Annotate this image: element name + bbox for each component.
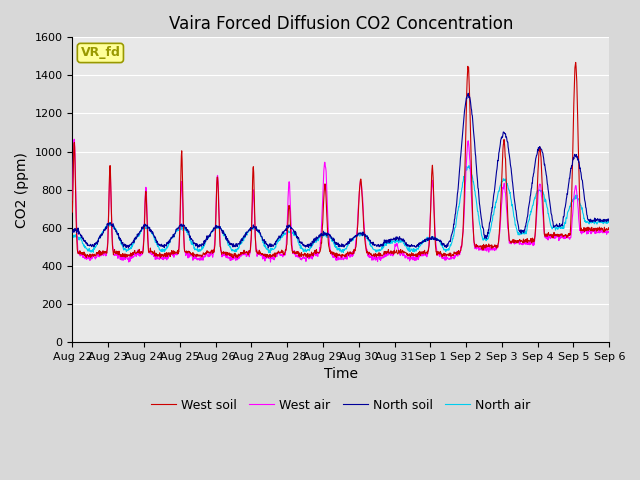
West air [542,235,550,241]
West soil [572,60,579,65]
West soil [542,231,550,237]
North soil [605,217,613,223]
West air [425,244,433,250]
Legend: West soil, West air, North soil, North air: West soil, West air, North soil, North a… [146,394,536,417]
West soil [424,248,432,254]
West air [70,136,78,142]
North air [248,225,256,231]
West soil [188,252,196,257]
West air [175,243,183,249]
North soil [424,237,432,243]
North soil [125,245,132,251]
North air [68,234,76,240]
West soil [495,240,502,246]
Line: West air: West air [72,139,609,262]
North air [266,250,274,256]
Y-axis label: CO2 (ppm): CO2 (ppm) [15,152,29,228]
West soil [605,226,613,232]
West soil [234,255,241,261]
Line: North soil: North soil [72,93,609,248]
North air [605,218,613,224]
North soil [465,90,472,96]
North soil [188,237,196,243]
North air [188,239,196,244]
North soil [248,226,256,231]
Text: VR_fd: VR_fd [81,47,120,60]
Title: Vaira Forced Diffusion CO2 Concentration: Vaira Forced Diffusion CO2 Concentration [168,15,513,33]
West soil [175,249,182,255]
West air [605,229,613,235]
North soil [542,172,550,178]
North soil [495,150,502,156]
North soil [175,224,183,229]
Line: West soil: West soil [72,62,609,258]
West air [68,197,76,203]
West air [495,236,502,241]
North soil [68,229,76,235]
Line: North air: North air [72,166,609,253]
West air [248,208,256,214]
North air [495,189,502,194]
North air [424,237,432,242]
X-axis label: Time: Time [324,367,358,381]
West soil [248,197,256,203]
West soil [68,209,76,215]
North air [465,163,473,168]
North air [542,201,550,206]
North air [175,227,182,232]
West air [188,254,196,260]
West air [267,259,275,265]
